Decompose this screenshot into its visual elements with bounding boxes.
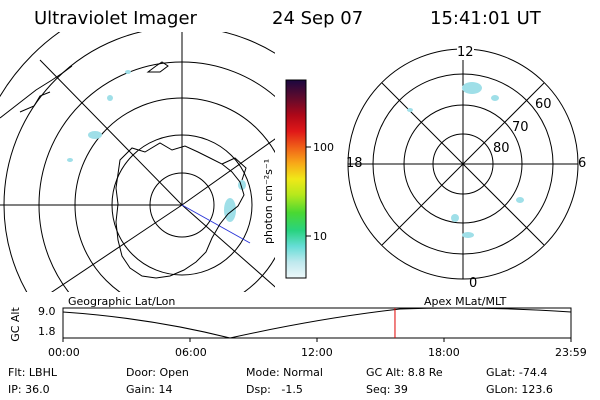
timeline-xtick-1800: 18:00: [428, 346, 460, 359]
polar-ring-60: 60: [535, 97, 552, 112]
info-glat: GLat: -74.4: [486, 366, 548, 379]
info-ip: IP: 36.0: [8, 383, 50, 396]
polar-label-6: 6: [578, 156, 587, 171]
info-gc-alt: GC Alt: 8.8 Re: [366, 366, 443, 379]
timeline-ytick-1-8: 1.8: [38, 325, 56, 338]
timeline-left-title: Geographic Lat/Lon: [68, 295, 176, 308]
colorbar-tick-10: 10: [313, 230, 327, 243]
polar-ring-80: 80: [493, 141, 510, 156]
timeline-xtick-2359: 23:59: [555, 346, 587, 359]
info-filter: Flt: LBHL: [8, 366, 57, 379]
app-title: Ultraviolet Imager: [34, 8, 197, 29]
polar-label-18: 18: [346, 156, 363, 171]
timeline-ytick-9: 9.0: [38, 305, 56, 318]
timeline-right-title: Apex MLat/MLT: [424, 295, 507, 308]
info-mode: Mode: Normal: [246, 366, 323, 379]
polar-aurora: [407, 82, 524, 238]
timeline-xtick-0600: 06:00: [175, 346, 207, 359]
info-glon: GLon: 123.6: [486, 383, 553, 396]
timeline-xtick-1200: 12:00: [301, 346, 333, 359]
timeline-xtick-0000: 00:00: [48, 346, 80, 359]
polar-label-0: 0: [469, 276, 478, 291]
header-date: 24 Sep 07: [272, 8, 364, 29]
info-door: Door: Open: [126, 366, 189, 379]
polar-ring-70: 70: [512, 120, 529, 135]
polar-label-12: 12: [457, 45, 474, 60]
colorbar-tick-100: 100: [313, 141, 334, 154]
info-seq: Seq: 39: [366, 383, 408, 396]
info-gain: Gain: 14: [126, 383, 173, 396]
info-dsp: Dsp: -1.5: [246, 383, 303, 396]
header-time: 15:41:01 UT: [430, 8, 541, 29]
